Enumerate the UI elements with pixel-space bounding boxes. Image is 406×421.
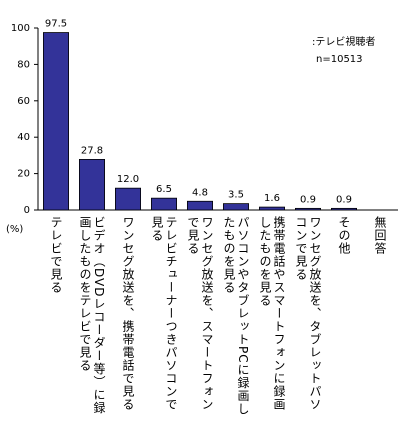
- value-label: 97.5: [45, 19, 67, 30]
- y-unit-label: (%): [6, 224, 23, 235]
- value-label: 4.8: [192, 187, 208, 198]
- bar: [294, 207, 321, 211]
- value-label: 12.0: [117, 174, 139, 185]
- y-tick-label: 100: [11, 23, 30, 34]
- x-tick-label: 携帯電話やスマートフォンに録画したものを見る: [258, 216, 286, 411]
- bar: [258, 206, 285, 211]
- y-tick-label: 20: [17, 169, 30, 180]
- bar: [222, 203, 249, 211]
- x-tick-label: その他: [337, 216, 351, 255]
- value-label: 1.6: [264, 193, 280, 204]
- value-label: 6.5: [156, 184, 172, 195]
- x-tick-label: ワンセグ放送を、タブレットパソコンで見る: [294, 216, 322, 411]
- bar: [115, 187, 142, 211]
- bar: [186, 200, 213, 211]
- annotation: :テレビ視聴者: [312, 35, 375, 48]
- value-label: 0.9: [336, 194, 352, 205]
- value-label: 0.9: [300, 194, 316, 205]
- bar: [43, 32, 70, 211]
- x-tick-label: ワンセグ放送を、スマートフォンで見る: [186, 216, 214, 411]
- x-tick-label: 無回答: [373, 216, 387, 255]
- y-tick-label: 40: [17, 132, 30, 143]
- bar: [150, 197, 177, 211]
- y-tick-label: 60: [17, 96, 30, 107]
- x-tick-label: テレビで見る: [49, 216, 63, 294]
- x-tick-label: パソコンやタブレットPCに録画したものを見る: [222, 216, 250, 416]
- x-tick-label: ワンセグ放送を、携帯電話で見る: [121, 216, 135, 411]
- x-tick-label: テレビチューナーつきパソコンで見る: [150, 216, 178, 411]
- y-tick-label: 0: [24, 205, 30, 216]
- x-tick-label: ビデオ（DVDレコーダー等）に録画したものをテレビで見る: [78, 216, 106, 415]
- annotation: n=10513: [316, 54, 363, 65]
- bar: [330, 207, 357, 211]
- value-label: 27.8: [81, 145, 103, 156]
- bar: [79, 159, 106, 211]
- y-tick-label: 80: [17, 59, 30, 70]
- value-label: 3.5: [228, 190, 244, 201]
